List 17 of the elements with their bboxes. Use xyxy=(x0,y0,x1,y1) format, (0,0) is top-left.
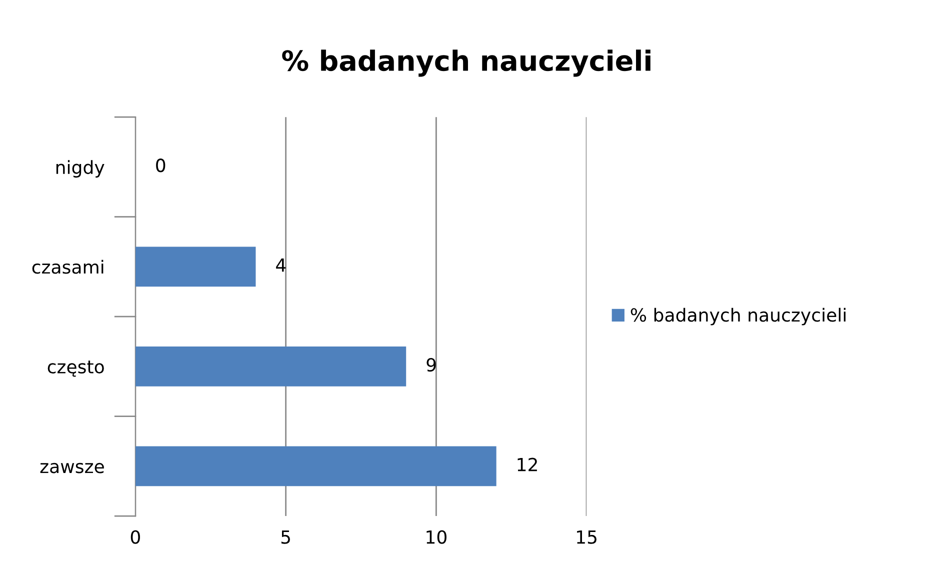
bar xyxy=(135,346,406,386)
legend-label: % badanych nauczycieli xyxy=(630,308,846,326)
bar xyxy=(135,246,256,287)
x-tick-label: 10 xyxy=(426,530,446,544)
y-tick-label: często xyxy=(48,360,104,377)
y-tick-label: nigdy xyxy=(56,160,104,178)
x-tick-label: 0 xyxy=(130,530,140,544)
chart-title: % badanych nauczycieli xyxy=(282,50,650,77)
bar xyxy=(135,446,496,486)
data-label: 12 xyxy=(518,458,537,472)
y-tick-label: zawsze xyxy=(40,462,104,474)
y-tick-label: czasami xyxy=(32,260,104,274)
data-label: 9 xyxy=(426,358,436,372)
x-tick-label: 5 xyxy=(281,530,290,544)
data-label: 4 xyxy=(276,258,286,272)
x-tick-label: 15 xyxy=(577,530,596,544)
data-label: 0 xyxy=(156,158,166,172)
